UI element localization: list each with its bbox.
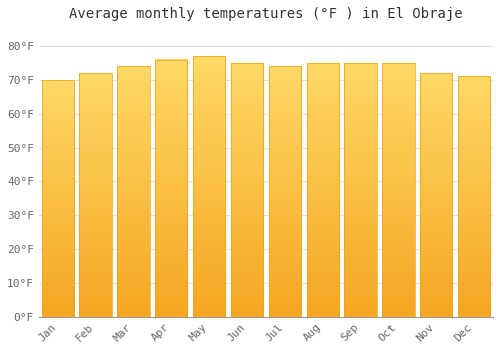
Bar: [231, 63, 263, 317]
Bar: [306, 63, 339, 317]
Bar: [118, 66, 150, 317]
Bar: [420, 73, 452, 317]
Bar: [458, 76, 490, 317]
Bar: [155, 60, 188, 317]
Bar: [80, 73, 112, 317]
Bar: [344, 63, 376, 317]
Title: Average monthly temperatures (°F ) in El Obraje: Average monthly temperatures (°F ) in El…: [69, 7, 462, 21]
Bar: [42, 80, 74, 317]
Bar: [193, 56, 225, 317]
Bar: [269, 66, 301, 317]
Bar: [382, 63, 414, 317]
